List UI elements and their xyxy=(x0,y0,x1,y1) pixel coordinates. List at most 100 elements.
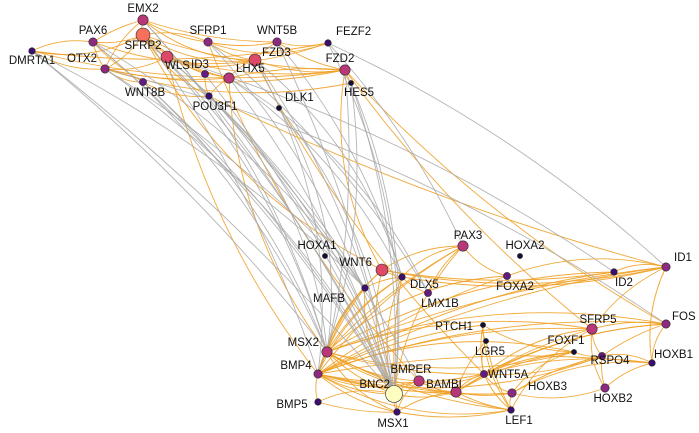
node-circle[interactable] xyxy=(600,383,610,393)
node-hoxb2[interactable]: HOXB2 xyxy=(594,383,633,405)
node-otx2[interactable]: OTX2 xyxy=(67,53,110,74)
node-circle[interactable] xyxy=(205,92,213,100)
node-lgr5[interactable]: LGR5 xyxy=(475,338,505,358)
node-circle[interactable] xyxy=(313,369,323,379)
node-hoxa1[interactable]: HOXA1 xyxy=(298,240,337,259)
node-label: WLS xyxy=(165,60,190,72)
node-wnt5a[interactable]: WNT5A xyxy=(480,369,529,381)
node-circle[interactable] xyxy=(361,284,369,292)
node-rspo4[interactable]: RSPO4 xyxy=(591,352,631,367)
gray-edge xyxy=(104,68,395,395)
node-circle[interactable] xyxy=(100,64,110,74)
node-circle[interactable] xyxy=(480,370,488,378)
node-wls[interactable]: WLS xyxy=(160,50,190,72)
node-bmp4[interactable]: BMP4 xyxy=(280,360,323,379)
node-sfrp5[interactable]: SFRP5 xyxy=(579,314,617,335)
node-circle[interactable] xyxy=(201,70,209,78)
node-circle[interactable] xyxy=(348,80,354,86)
node-circle[interactable] xyxy=(223,72,235,84)
node-circle[interactable] xyxy=(598,352,606,360)
node-circle[interactable] xyxy=(314,398,322,406)
node-wnt6[interactable]: WNT6 xyxy=(339,257,389,277)
node-circle[interactable] xyxy=(517,253,523,259)
node-circle[interactable] xyxy=(393,408,401,416)
node-circle[interactable] xyxy=(385,385,403,403)
node-hes5[interactable]: HES5 xyxy=(344,80,374,99)
node-circle[interactable] xyxy=(139,78,147,86)
node-circle[interactable] xyxy=(322,253,328,259)
node-bnc2[interactable]: BNC2 xyxy=(359,379,403,403)
node-dlx5[interactable]: DLX5 xyxy=(398,273,439,291)
node-circle[interactable] xyxy=(503,272,511,280)
node-circle[interactable] xyxy=(457,240,469,252)
node-circle[interactable] xyxy=(648,359,656,367)
node-circle[interactable] xyxy=(586,323,598,335)
node-circle[interactable] xyxy=(203,37,213,47)
node-pou3f1[interactable]: POU3F1 xyxy=(193,92,238,113)
node-circle[interactable] xyxy=(137,14,149,26)
node-label: MSX2 xyxy=(288,337,319,349)
node-fzd2[interactable]: FZD2 xyxy=(326,53,355,76)
node-label: FOS xyxy=(672,311,696,323)
node-mafb[interactable]: MAFB xyxy=(313,284,369,305)
node-id3[interactable]: ID3 xyxy=(191,59,209,78)
node-circle[interactable] xyxy=(450,386,462,398)
node-circle[interactable] xyxy=(248,53,262,67)
node-circle[interactable] xyxy=(398,273,406,281)
node-emx2[interactable]: EMX2 xyxy=(127,3,159,26)
node-circle[interactable] xyxy=(507,388,517,398)
node-sfrp1[interactable]: SFRP1 xyxy=(189,25,227,47)
node-bmp5[interactable]: BMP5 xyxy=(276,398,322,411)
node-pax3[interactable]: PAX3 xyxy=(454,230,483,252)
gray-edge xyxy=(326,69,350,353)
node-circle[interactable] xyxy=(272,37,282,47)
node-bambi[interactable]: BAMBI xyxy=(426,379,462,398)
node-dlk1[interactable]: DLK1 xyxy=(276,92,314,111)
node-id1[interactable]: ID1 xyxy=(661,252,692,272)
node-circle[interactable] xyxy=(88,37,98,47)
node-circle[interactable] xyxy=(276,105,282,111)
node-hoxb3[interactable]: HOXB3 xyxy=(507,381,567,398)
node-circle[interactable] xyxy=(424,289,432,297)
node-circle[interactable] xyxy=(160,50,174,64)
node-circle[interactable] xyxy=(661,319,671,329)
node-wnt8b[interactable]: WNT8B xyxy=(125,78,166,99)
node-circle[interactable] xyxy=(610,268,618,276)
node-id2[interactable]: ID2 xyxy=(610,268,633,289)
node-circle[interactable] xyxy=(507,406,515,414)
node-fos[interactable]: FOS xyxy=(661,311,696,329)
node-label: FOXA2 xyxy=(496,281,534,293)
node-pax6[interactable]: PAX6 xyxy=(79,25,108,47)
node-circle[interactable] xyxy=(413,375,425,387)
node-wnt5b[interactable]: WNT5B xyxy=(257,25,298,47)
gray-edge xyxy=(254,59,323,375)
node-circle[interactable] xyxy=(480,322,486,328)
node-msx2[interactable]: MSX2 xyxy=(288,337,333,358)
orange-edge xyxy=(142,34,210,97)
node-circle[interactable] xyxy=(661,262,671,272)
node-circle[interactable] xyxy=(571,349,577,355)
node-circle[interactable] xyxy=(324,39,332,47)
node-foxa2[interactable]: FOXA2 xyxy=(496,272,534,293)
gray-edge xyxy=(344,69,400,395)
node-fzd3[interactable]: FZD3 xyxy=(248,47,291,67)
node-bmper[interactable]: BMPER xyxy=(391,364,432,387)
node-hoxb1[interactable]: HOXB1 xyxy=(648,349,693,367)
node-hoxa2[interactable]: HOXA2 xyxy=(506,240,545,259)
node-circle[interactable] xyxy=(135,27,151,43)
node-dmrta1[interactable]: DMRTA1 xyxy=(9,47,55,67)
node-circle[interactable] xyxy=(375,263,389,277)
node-foxf1[interactable]: FOXF1 xyxy=(547,335,585,355)
node-msx1[interactable]: MSX1 xyxy=(377,408,409,430)
node-lhx5[interactable]: LHX5 xyxy=(223,63,265,84)
node-circle[interactable] xyxy=(321,346,333,358)
node-circle[interactable] xyxy=(28,47,36,55)
node-circle[interactable] xyxy=(483,338,489,344)
orange-edge xyxy=(462,245,508,277)
node-lef1[interactable]: LEF1 xyxy=(505,406,533,427)
node-circle[interactable] xyxy=(339,64,351,76)
node-ptch1[interactable]: PTCH1 xyxy=(435,321,486,333)
node-lmx1b[interactable]: LMX1B xyxy=(421,289,459,310)
node-sfrp2[interactable]: SFRP2 xyxy=(124,27,162,52)
node-fezf2[interactable]: FEZF2 xyxy=(324,26,371,47)
